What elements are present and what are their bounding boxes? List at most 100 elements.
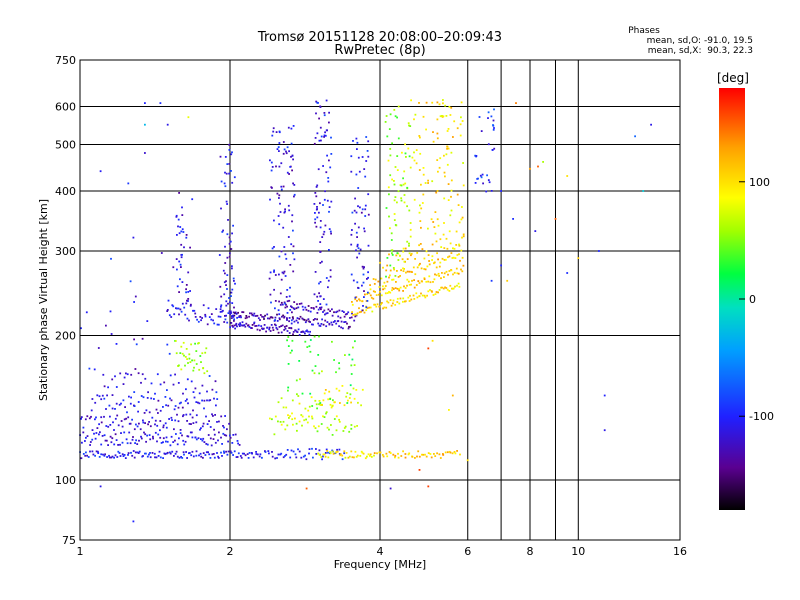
data-point (222, 309, 224, 312)
data-point (307, 330, 309, 333)
data-point (309, 310, 312, 313)
data-point (267, 317, 269, 320)
data-point (329, 166, 332, 169)
data-point (404, 453, 407, 455)
data-point (280, 250, 283, 253)
data-point (285, 296, 288, 298)
data-point (228, 242, 231, 245)
data-point (181, 434, 183, 437)
data-point (195, 421, 198, 424)
data-point (428, 275, 431, 278)
data-point (280, 188, 283, 191)
data-point (311, 447, 313, 450)
data-point (442, 287, 445, 290)
data-point (215, 308, 218, 310)
data-point (195, 350, 198, 352)
data-point (174, 373, 176, 376)
data-point (321, 318, 323, 321)
data-point (188, 423, 191, 425)
data-point (204, 454, 207, 456)
data-point (424, 182, 427, 184)
data-point (284, 428, 287, 431)
data-point (444, 286, 446, 289)
data-point (351, 456, 354, 459)
data-point (139, 428, 142, 431)
data-point (295, 319, 298, 322)
data-point (128, 431, 131, 434)
data-point (323, 114, 326, 117)
data-point (432, 221, 435, 223)
data-point (125, 417, 128, 420)
data-point (162, 426, 165, 429)
data-point (423, 278, 426, 280)
data-point (449, 242, 452, 245)
data-point (206, 399, 208, 402)
data-point (341, 385, 344, 387)
data-point (305, 458, 308, 461)
data-point (103, 397, 106, 400)
data-point (306, 329, 308, 332)
data-point (114, 375, 116, 378)
data-point (326, 199, 329, 202)
data-point (285, 150, 287, 153)
data-point (401, 258, 404, 261)
data-point (251, 314, 254, 316)
data-point (394, 287, 397, 289)
data-point (233, 176, 236, 179)
data-point (209, 457, 212, 459)
data-point (251, 327, 253, 329)
data-point (223, 450, 225, 453)
data-point (427, 347, 430, 350)
data-point (166, 440, 169, 443)
data-point (418, 169, 421, 171)
data-point (380, 294, 383, 297)
data-point (434, 273, 436, 276)
data-point (145, 409, 148, 412)
data-point (247, 457, 250, 459)
data-point (458, 243, 460, 246)
data-point (454, 452, 457, 455)
data-point (225, 172, 228, 175)
data-point (131, 418, 133, 421)
data-point (437, 224, 440, 227)
data-point (351, 311, 353, 313)
data-point (192, 455, 195, 458)
data-point (448, 409, 450, 411)
data-point (346, 402, 349, 404)
data-point (290, 319, 293, 322)
data-point (165, 440, 167, 443)
data-point (199, 452, 202, 455)
data-point (314, 318, 316, 320)
data-point (270, 301, 272, 304)
data-point (328, 428, 330, 431)
data-point (330, 321, 333, 324)
data-point (283, 148, 286, 151)
data-point (427, 452, 430, 454)
data-point (399, 184, 402, 186)
data-point (301, 305, 304, 308)
data-point (410, 99, 412, 102)
data-point (438, 453, 441, 456)
data-point (316, 216, 319, 219)
data-point (278, 165, 281, 168)
data-point (442, 454, 445, 456)
data-point (380, 303, 382, 306)
data-point (179, 432, 182, 434)
data-point (277, 215, 280, 217)
data-point (135, 343, 138, 346)
data-point (447, 273, 449, 276)
data-point (113, 429, 115, 431)
data-point (142, 419, 144, 422)
data-point (369, 455, 371, 457)
data-point (281, 271, 284, 274)
data-point (450, 179, 453, 182)
data-point (278, 194, 281, 197)
data-point (97, 450, 99, 453)
data-point (135, 439, 137, 442)
data-point (413, 286, 416, 289)
data-point (319, 325, 322, 327)
data-point (220, 207, 222, 210)
data-point (176, 413, 178, 416)
data-point (354, 313, 356, 316)
data-point (327, 279, 330, 282)
